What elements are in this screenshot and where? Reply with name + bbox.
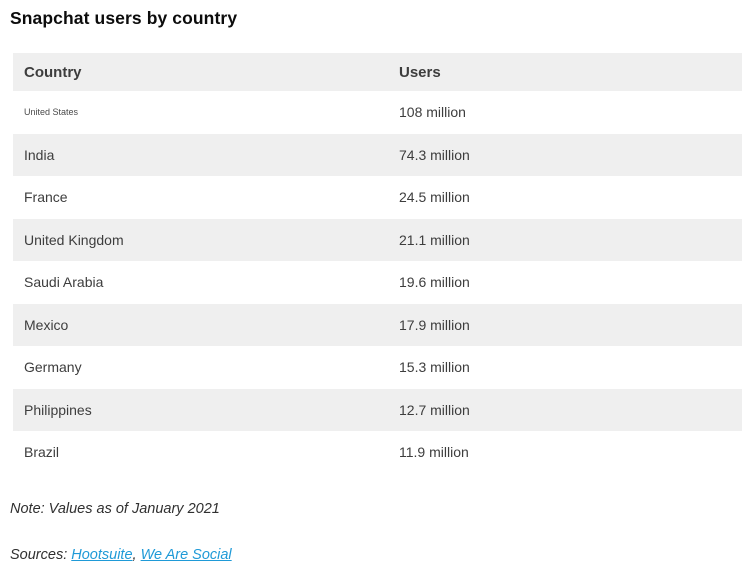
users-cell: 74.3 million <box>399 146 470 163</box>
users-by-country-table: Country Users United States 108 million … <box>13 53 742 474</box>
table-row-brazil: Brazil 11.9 million <box>13 431 742 474</box>
country-cell: Mexico <box>24 316 69 333</box>
country-cell: Philippines <box>24 401 92 418</box>
country-cell: India <box>24 146 55 163</box>
page-title: Snapchat users by country <box>10 8 238 28</box>
users-cell: 108 million <box>399 104 466 121</box>
table-row-india: India 74.3 million <box>13 133 742 176</box>
sources-label: Sources: <box>10 546 68 563</box>
table-row-united-states: United States 108 million <box>13 91 742 134</box>
users-cell: 24.5 million <box>399 189 470 206</box>
users-cell: 15.3 million <box>399 359 470 376</box>
country-cell: Brazil <box>24 444 60 461</box>
table-row-mexico: Mexico 17.9 million <box>13 303 742 346</box>
users-cell: 12.7 million <box>399 401 470 418</box>
table-row-saudi-arabia: Saudi Arabia 19.6 million <box>13 261 742 304</box>
table-row-france: France 24.5 million <box>13 176 742 219</box>
column-header-users: Users <box>399 63 441 81</box>
note-text: Note: Values as of January 2021 <box>10 500 220 517</box>
users-cell: 17.9 million <box>399 316 470 333</box>
sources-line: Sources: Hootsuite, We Are Social <box>10 547 742 563</box>
users-cell: 19.6 million <box>399 274 470 291</box>
table-header-row: Country Users <box>13 53 742 91</box>
source-link-hootsuite[interactable]: Hootsuite <box>71 546 133 563</box>
country-cell: France <box>24 189 68 206</box>
table-row-philippines: Philippines 12.7 million <box>13 388 742 431</box>
table-row-germany: Germany 15.3 million <box>13 346 742 389</box>
country-cell: Saudi Arabia <box>24 274 104 291</box>
users-cell: 11.9 million <box>399 444 469 461</box>
country-cell: Germany <box>24 359 82 376</box>
users-cell: 21.1 million <box>399 231 470 248</box>
country-cell: United States <box>24 107 79 118</box>
country-cell: United Kingdom <box>24 231 124 248</box>
source-link-we-are-social[interactable]: We Are Social <box>140 546 232 563</box>
column-header-country: Country <box>24 63 82 81</box>
sources-separator: , <box>132 546 137 563</box>
table-row-united-kingdom: United Kingdom 21.1 million <box>13 218 742 261</box>
